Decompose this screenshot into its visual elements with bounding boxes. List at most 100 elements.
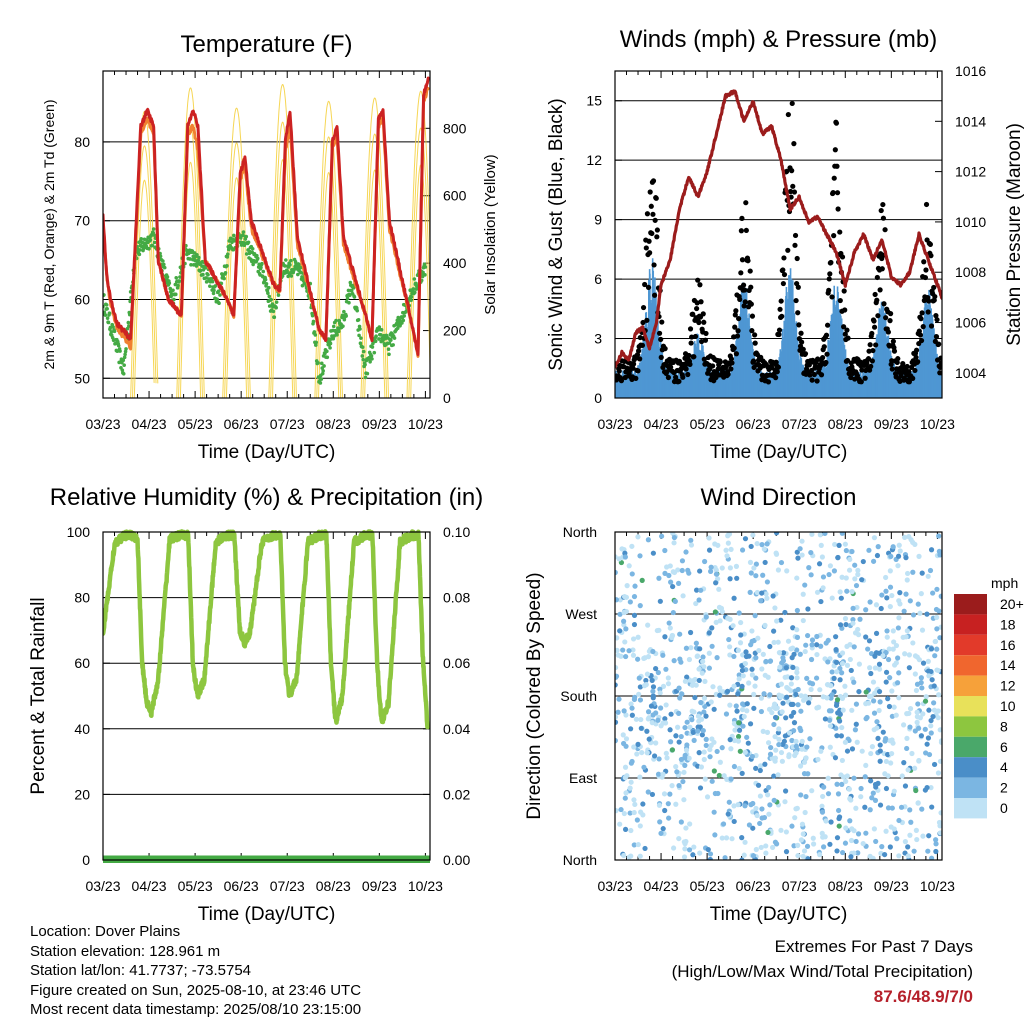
wind-gust-point <box>635 348 642 354</box>
wind-gust-point <box>792 232 799 239</box>
wind-direction-point <box>791 720 798 726</box>
winds-xtick-label: 10/23 <box>920 416 955 432</box>
wind-direction-point <box>789 823 795 829</box>
winds-ytick-label: 3 <box>594 331 602 347</box>
wind-direction-point <box>839 574 845 580</box>
wind-direction-point <box>821 784 827 790</box>
wind-direction-point <box>734 708 740 714</box>
wind-gust-point <box>866 348 872 354</box>
wind-direction-point <box>671 658 677 664</box>
wind-gust-point <box>868 363 874 369</box>
dewpoint-point <box>300 283 305 288</box>
wind-gust-point <box>736 315 742 322</box>
wind-direction-point <box>628 827 634 834</box>
station-pressure-line <box>615 89 942 369</box>
wind-direction-point <box>839 660 846 667</box>
wind-direction-point <box>858 794 864 800</box>
wind-direction-point <box>744 734 750 740</box>
wind-direction-point <box>817 687 823 693</box>
wind-direction-point <box>748 570 754 576</box>
wind-direction-point <box>650 648 656 655</box>
wind-gust-point <box>887 318 893 324</box>
wind-direction-point <box>858 785 864 792</box>
wind-direction-point <box>690 679 696 685</box>
wind-direction-point <box>717 692 723 698</box>
wind-gust-point <box>662 346 668 352</box>
wind-direction-point <box>791 728 797 734</box>
wind-direction-point <box>620 732 626 738</box>
wind-direction-point <box>818 748 824 754</box>
wind-direction-point <box>901 608 907 614</box>
wind-gust-point <box>878 207 884 214</box>
wind-gust-point <box>733 351 740 357</box>
wind-direction-point <box>725 540 731 546</box>
temperature-xtick-label: 03/23 <box>85 416 120 432</box>
dewpoint-point <box>196 258 201 263</box>
wind-direction-point <box>834 835 841 841</box>
wind-direction-point <box>902 839 908 845</box>
wind-gust-point <box>692 333 699 340</box>
wind-direction-point <box>771 639 777 646</box>
wind-direction-point <box>686 847 693 853</box>
wind-gust-point <box>752 340 758 346</box>
data-timestamp: Most recent data timestamp: 2025/08/10 2… <box>30 1001 362 1018</box>
wind-gust-point <box>640 319 646 326</box>
wind-direction-point <box>763 591 769 597</box>
wind-direction-point <box>934 646 940 652</box>
wind-direction-point <box>724 553 730 559</box>
wind-direction-point <box>920 711 926 717</box>
dewpoint-point <box>272 315 277 319</box>
wind-gust-point <box>826 287 832 293</box>
wind-direction-point <box>653 710 659 716</box>
wind-direction-point <box>786 730 793 736</box>
wind-direction-point <box>702 558 708 565</box>
dewpoint-point <box>196 255 201 260</box>
wind-direction-point <box>828 708 834 714</box>
dewpoint-point <box>218 293 222 297</box>
wind-gust-point <box>739 215 745 221</box>
wind-direction-point <box>783 665 789 671</box>
station-elevation: Station elevation: 128.961 m <box>30 942 221 960</box>
wind-direction-point <box>847 818 853 824</box>
wind-direction-point <box>664 755 670 761</box>
wind-gust-point <box>917 332 924 338</box>
dewpoint-point <box>206 272 210 277</box>
wind-direction-point <box>631 593 638 600</box>
wind-direction-point <box>814 642 820 648</box>
dewpoint-point <box>342 317 347 322</box>
wind-direction-point <box>820 574 827 580</box>
wind-direction-point <box>707 856 713 860</box>
wind-direction-point <box>885 751 891 758</box>
wind-direction-point <box>682 846 688 852</box>
wind-gust-point <box>798 330 804 336</box>
direction-ytick-label: East <box>569 770 597 786</box>
wind-gust-point <box>912 367 918 374</box>
wind-gust-point <box>784 168 790 175</box>
wind-direction-point <box>657 819 663 825</box>
wind-direction-point <box>707 754 713 760</box>
wind-direction-point <box>747 721 754 727</box>
wind-direction-point <box>668 711 674 717</box>
dewpoint-point <box>312 330 317 334</box>
wind-direction-point <box>621 618 627 624</box>
wind-direction-point <box>853 838 859 845</box>
direction-ytick-label: South <box>560 688 597 704</box>
wind-direction-point <box>809 642 815 648</box>
wind-direction-point <box>635 741 641 747</box>
wind-direction-point <box>706 650 712 656</box>
wind-direction-point <box>728 776 734 782</box>
wind-direction-point <box>631 809 637 816</box>
wind-direction-point <box>855 567 861 574</box>
wind-direction-point <box>819 554 825 560</box>
wind-direction-point <box>938 593 942 599</box>
dewpoint-point <box>360 354 365 358</box>
wind-gust-point <box>921 259 927 265</box>
wind-direction-point <box>642 655 648 661</box>
wind-direction-point <box>853 721 859 727</box>
dewpoint-point <box>147 246 151 251</box>
wind-direction-point <box>890 544 896 550</box>
wind-direction-point <box>886 646 892 652</box>
wind-direction-point <box>701 749 707 755</box>
wind-direction-point <box>863 607 869 613</box>
direction-xtick-label: 06/23 <box>736 878 771 894</box>
